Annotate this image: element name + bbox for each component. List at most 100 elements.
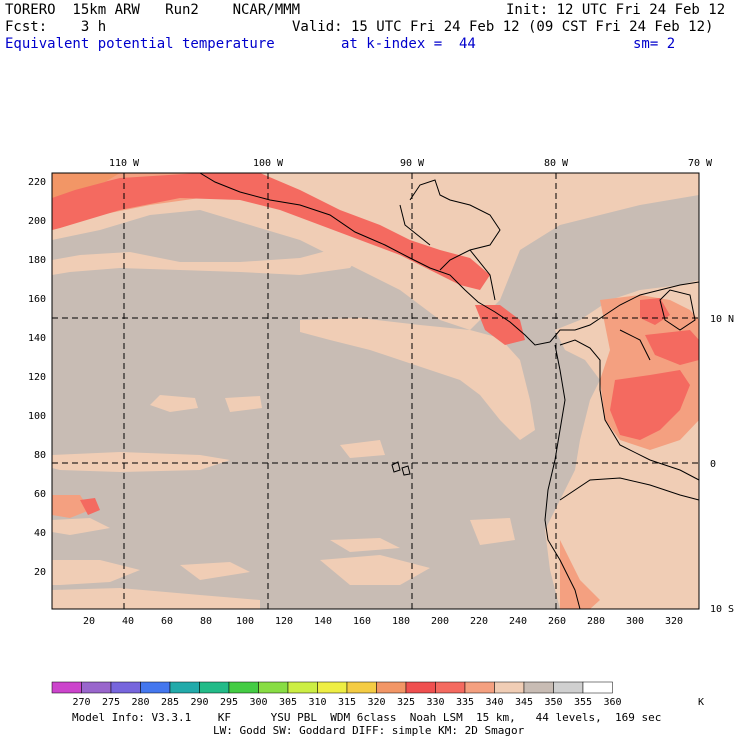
- coastlines: [199, 172, 700, 610]
- longitude-labels: 110 W 100 W 90 W 80 W 70 W: [109, 158, 713, 169]
- colorbar-label: 275: [102, 697, 120, 708]
- colorbar-swatch: [81, 681, 112, 694]
- x-tick: 240: [509, 616, 527, 627]
- y-grid-ticks: 20 40 60 80 100 120 140 160 180 200 220: [28, 177, 46, 578]
- field-warm-region: [645, 330, 699, 365]
- coastline: [549, 281, 700, 343]
- colorbar-swatch: [287, 681, 318, 694]
- lat-label: 10 N: [710, 314, 734, 325]
- y-tick: 220: [28, 177, 46, 188]
- field-light-region: [470, 518, 515, 545]
- y-tick: 200: [28, 216, 46, 227]
- field-light-region: [180, 562, 250, 580]
- colorbar-label: 290: [190, 697, 208, 708]
- footer-physics-info: LW: Godd SW: Goddard DIFF: simple KM: 2D…: [213, 724, 525, 737]
- field-light-region: [52, 452, 230, 472]
- field-warm-shading: [52, 173, 699, 515]
- coastline: [659, 289, 696, 331]
- field-orange-region: [52, 173, 120, 198]
- colorbar-label: 320: [367, 697, 385, 708]
- field-light-region: [52, 518, 110, 535]
- colorbar-swatch: [464, 681, 495, 694]
- x-tick: 180: [392, 616, 410, 627]
- field-light-region: [340, 440, 385, 458]
- footer-model-info: Model Info: V3.3.1 KF YSU PBL WDM 6class…: [72, 711, 662, 724]
- latitude-labels: 10 N 0 10 S: [710, 314, 734, 615]
- x-tick: 120: [275, 616, 293, 627]
- field-medium-region: [560, 540, 600, 609]
- lon-label: 80 W: [544, 158, 569, 169]
- x-tick: 100: [236, 616, 254, 627]
- lon-label: 90 W: [400, 158, 425, 169]
- field-light-region: [52, 560, 140, 585]
- x-tick: 40: [122, 616, 134, 627]
- colorbar-swatch: [199, 681, 230, 694]
- init-time: Init: 12 UTC Fri 24 Feb 12: [506, 2, 726, 18]
- field-warm-region: [475, 305, 525, 345]
- y-tick: 120: [28, 372, 46, 383]
- coastline: [544, 344, 581, 610]
- colorbar-swatch: [346, 681, 377, 694]
- colorbar-label: 340: [485, 697, 503, 708]
- colorbar-swatch: [523, 681, 554, 694]
- colorbar-label: 335: [456, 697, 474, 708]
- colorbar-swatch: [582, 681, 613, 694]
- x-tick: 60: [161, 616, 173, 627]
- colorbar-label: 305: [279, 697, 297, 708]
- field-light-region: [150, 395, 198, 412]
- lon-label: 110 W: [109, 158, 140, 169]
- x-grid-ticks: 20 40 60 80 100 120 140 160 180 200 220 …: [83, 616, 683, 627]
- colorbar-label: 310: [308, 697, 326, 708]
- field-light-region: [52, 173, 699, 330]
- field-warm-region: [610, 370, 690, 440]
- field-light-region: [330, 538, 400, 552]
- x-tick: 300: [626, 616, 644, 627]
- field-light-region: [52, 250, 360, 275]
- y-tick: 60: [34, 489, 46, 500]
- colorbar-label: 355: [574, 697, 592, 708]
- coastline: [199, 172, 551, 346]
- colorbar-swatch: [405, 681, 436, 694]
- field-name: Equivalent potential temperature: [5, 36, 275, 52]
- colorbar-swatch: [435, 681, 466, 694]
- colorbar-swatch: [258, 681, 289, 694]
- border-line: [399, 204, 431, 246]
- y-tick: 100: [28, 411, 46, 422]
- x-tick: 280: [587, 616, 605, 627]
- colorbar-swatch: [317, 681, 348, 694]
- lon-label: 100 W: [253, 158, 284, 169]
- field-light-region: [320, 555, 430, 585]
- colorbar-swatch: [494, 681, 525, 694]
- y-tick: 40: [34, 528, 46, 539]
- border-line: [619, 329, 651, 361]
- model-title: TORERO 15km ARW Run2 NCAR/MMM: [5, 2, 301, 18]
- smoothing-info: sm= 2: [633, 36, 676, 52]
- colorbar-label: 325: [397, 697, 415, 708]
- x-tick: 320: [665, 616, 683, 627]
- colorbar-label: 350: [544, 697, 562, 708]
- colorbar-label: 295: [220, 697, 238, 708]
- colorbar-swatch: [553, 681, 584, 694]
- lon-label: 70 W: [688, 158, 713, 169]
- y-tick: 80: [34, 450, 46, 461]
- field-warm-region: [52, 173, 490, 290]
- coastline: [409, 179, 501, 271]
- colorbar-label: 315: [338, 697, 356, 708]
- border-line: [469, 249, 496, 301]
- colorbar-swatch: [228, 681, 259, 694]
- y-tick: 140: [28, 333, 46, 344]
- valid-time: Valid: 15 UTC Fri 24 Feb 12 (09 CST Fri …: [292, 19, 714, 35]
- x-tick: 20: [83, 616, 95, 627]
- colorbar-swatch: [51, 681, 82, 694]
- colorbar-swatch: [169, 681, 200, 694]
- level-info: at k-index = 44: [341, 36, 476, 52]
- colorbar-label: 270: [72, 697, 90, 708]
- x-tick: 220: [470, 616, 488, 627]
- field-light-region: [225, 396, 262, 412]
- y-tick: 180: [28, 255, 46, 266]
- colorbar-label: 280: [131, 697, 149, 708]
- x-tick: 200: [431, 616, 449, 627]
- x-tick: 140: [314, 616, 332, 627]
- graticule: [52, 173, 699, 609]
